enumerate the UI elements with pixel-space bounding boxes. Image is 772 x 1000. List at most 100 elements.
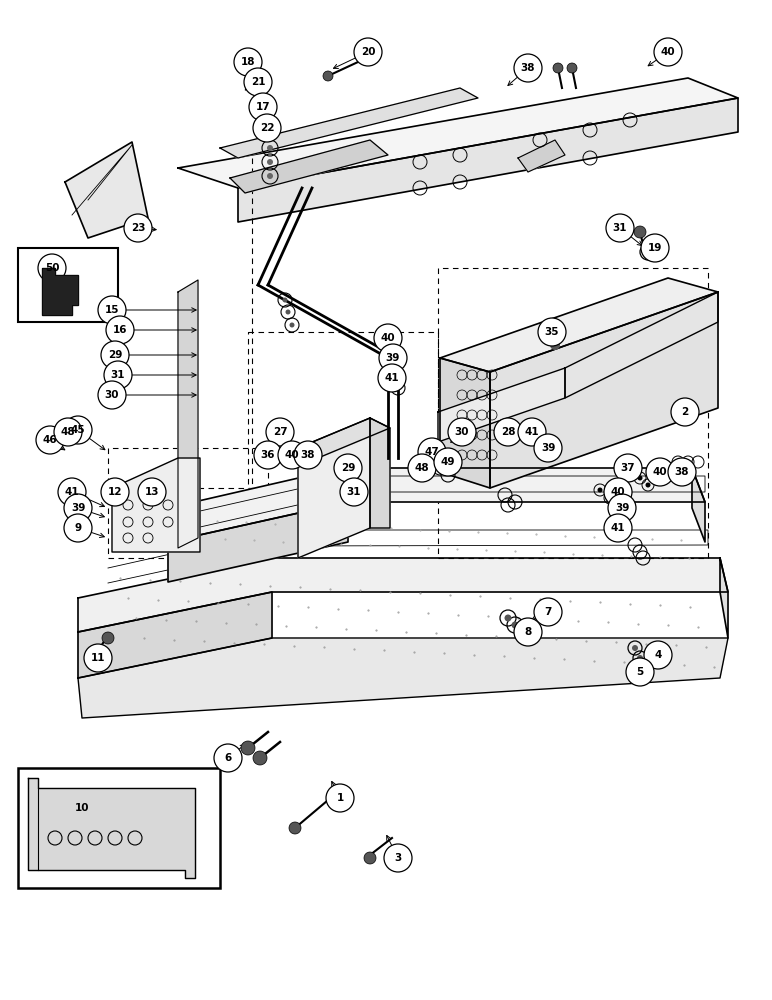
Circle shape xyxy=(267,173,273,179)
Circle shape xyxy=(598,488,602,492)
Polygon shape xyxy=(238,98,738,222)
Text: 15: 15 xyxy=(105,305,119,315)
Text: 31: 31 xyxy=(347,487,361,497)
Text: 29: 29 xyxy=(108,350,122,360)
Text: 46: 46 xyxy=(42,435,57,445)
Circle shape xyxy=(608,495,612,500)
Circle shape xyxy=(244,68,272,96)
Circle shape xyxy=(408,454,436,482)
Circle shape xyxy=(354,38,382,66)
Polygon shape xyxy=(440,358,490,488)
Text: 38: 38 xyxy=(521,63,535,73)
Circle shape xyxy=(106,316,134,344)
Text: 39: 39 xyxy=(541,443,555,453)
Circle shape xyxy=(512,621,519,629)
Polygon shape xyxy=(42,268,78,315)
Circle shape xyxy=(334,454,362,482)
Text: 28: 28 xyxy=(501,427,515,437)
Polygon shape xyxy=(78,638,728,718)
Circle shape xyxy=(326,784,354,812)
Text: 31: 31 xyxy=(110,370,125,380)
Circle shape xyxy=(267,159,273,165)
Polygon shape xyxy=(518,140,565,172)
Text: 47: 47 xyxy=(425,447,439,457)
Circle shape xyxy=(514,618,542,646)
Circle shape xyxy=(374,324,402,352)
Text: 7: 7 xyxy=(544,607,552,617)
Circle shape xyxy=(632,645,638,651)
Polygon shape xyxy=(720,558,728,638)
Text: 16: 16 xyxy=(113,325,127,335)
Polygon shape xyxy=(490,292,718,488)
Bar xyxy=(18,248,118,322)
Circle shape xyxy=(101,478,129,506)
Circle shape xyxy=(641,234,669,262)
Text: 36: 36 xyxy=(261,450,276,460)
Bar xyxy=(18,768,220,888)
Circle shape xyxy=(392,375,398,380)
Circle shape xyxy=(68,794,96,822)
Circle shape xyxy=(241,741,255,755)
Text: 40: 40 xyxy=(652,467,667,477)
Circle shape xyxy=(58,478,86,506)
Text: 11: 11 xyxy=(91,653,105,663)
Text: 30: 30 xyxy=(455,427,469,437)
Circle shape xyxy=(294,441,322,469)
Circle shape xyxy=(340,478,368,506)
Circle shape xyxy=(395,385,401,390)
Circle shape xyxy=(364,852,376,864)
Text: 23: 23 xyxy=(130,223,145,233)
Circle shape xyxy=(553,63,563,73)
Text: 10: 10 xyxy=(75,803,90,813)
Circle shape xyxy=(101,341,129,369)
Circle shape xyxy=(253,114,281,142)
Circle shape xyxy=(384,844,412,872)
Circle shape xyxy=(254,441,282,469)
Text: 21: 21 xyxy=(251,77,266,87)
Circle shape xyxy=(668,458,696,486)
Circle shape xyxy=(534,434,562,462)
Text: 12: 12 xyxy=(108,487,122,497)
Circle shape xyxy=(38,254,66,282)
Circle shape xyxy=(249,93,277,121)
Text: 40: 40 xyxy=(285,450,300,460)
Circle shape xyxy=(615,502,621,508)
Circle shape xyxy=(645,483,651,488)
Text: 50: 50 xyxy=(45,263,59,273)
Circle shape xyxy=(604,478,632,506)
Polygon shape xyxy=(168,502,348,582)
Text: 22: 22 xyxy=(259,123,274,133)
Polygon shape xyxy=(78,592,272,678)
Circle shape xyxy=(253,751,267,765)
Circle shape xyxy=(514,54,542,82)
Text: 2: 2 xyxy=(682,407,689,417)
Text: 41: 41 xyxy=(384,373,399,383)
Text: 6: 6 xyxy=(225,753,232,763)
Circle shape xyxy=(290,322,294,328)
Circle shape xyxy=(64,494,92,522)
Circle shape xyxy=(608,494,636,522)
Polygon shape xyxy=(438,368,565,442)
Circle shape xyxy=(504,614,512,621)
Text: 29: 29 xyxy=(340,463,355,473)
Circle shape xyxy=(64,514,92,542)
Circle shape xyxy=(671,398,699,426)
Text: 48: 48 xyxy=(415,463,429,473)
Text: 40: 40 xyxy=(381,333,395,343)
Text: 19: 19 xyxy=(648,243,662,253)
Polygon shape xyxy=(178,78,738,188)
Circle shape xyxy=(614,454,642,482)
Text: 38: 38 xyxy=(301,450,315,460)
Text: 35: 35 xyxy=(545,327,559,337)
Text: 20: 20 xyxy=(361,47,375,57)
Polygon shape xyxy=(28,778,195,878)
Circle shape xyxy=(378,364,406,392)
Circle shape xyxy=(626,658,654,686)
Text: 13: 13 xyxy=(145,487,159,497)
Text: 39: 39 xyxy=(71,503,85,513)
Text: 41: 41 xyxy=(611,523,625,533)
Circle shape xyxy=(534,598,562,626)
Polygon shape xyxy=(370,418,390,528)
Circle shape xyxy=(278,441,306,469)
Polygon shape xyxy=(230,140,388,193)
